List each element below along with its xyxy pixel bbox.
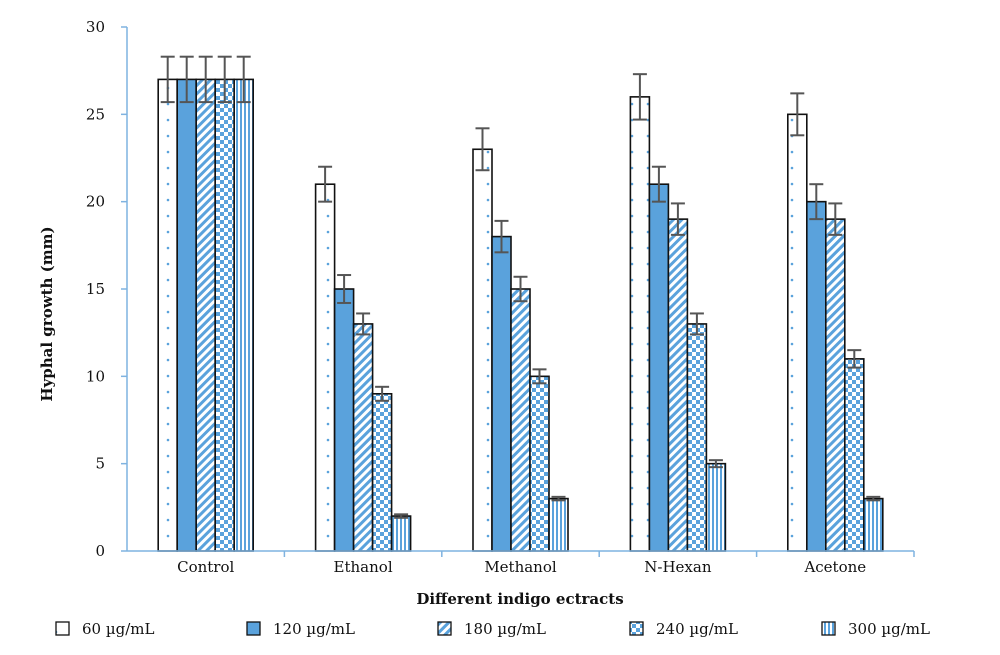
bar: [491, 235, 512, 552]
bar: [705, 462, 727, 552]
y-tick-label: 5: [95, 455, 105, 473]
bar: [371, 392, 393, 552]
x-tick-label: Methanol: [484, 558, 557, 576]
bar: [157, 78, 178, 552]
bar: [786, 113, 808, 552]
legend: 60 µg/mL 120 µg/mL 180 µg/mL 240 µg/mL 300 µ…: [55, 620, 930, 638]
legend-swatch: [629, 621, 644, 636]
bar: [629, 96, 651, 552]
bar: [333, 288, 355, 552]
bar: [529, 375, 550, 552]
y-tick-label: 25: [86, 105, 105, 123]
y-tick-label: 15: [86, 280, 105, 298]
y-tick-label: 0: [95, 542, 105, 560]
y-tick-label: 30: [86, 18, 105, 36]
x-tick-label: N-Hexan: [644, 558, 712, 576]
plot-area: 0 5 10 15 20 25 30 Control Ethanol Methanol N-Hex…: [86, 18, 915, 576]
error-bars: [160, 55, 881, 519]
error-bar: [708, 459, 723, 469]
bar: [667, 218, 689, 552]
legend-swatch: [246, 621, 261, 636]
error-bar: [394, 513, 409, 519]
bar: [352, 323, 374, 552]
legend-item: 180 µg/mL: [437, 620, 546, 638]
bar: [472, 148, 493, 552]
y-tick-label: 10: [86, 367, 105, 385]
error-bar: [790, 92, 805, 137]
bars: [157, 78, 884, 552]
error-bar: [475, 127, 490, 172]
bar: [824, 218, 846, 552]
legend-item: 120 µg/mL: [246, 620, 355, 638]
error-bar: [318, 165, 333, 203]
x-axis-title: Different indigo ectracts: [416, 590, 623, 608]
legend-label: 300 µg/mL: [848, 620, 930, 638]
bar: [648, 183, 670, 552]
error-bar: [828, 202, 843, 236]
bar: [390, 515, 412, 552]
error-bar: [494, 219, 509, 254]
bar: [233, 78, 254, 552]
y-axis-title: Hyphal growth (mm): [38, 226, 56, 401]
legend-label: 240 µg/mL: [656, 620, 738, 638]
legend-item: 240 µg/mL: [629, 620, 738, 638]
legend-label: 120 µg/mL: [273, 620, 355, 638]
legend-swatch: [55, 621, 70, 636]
error-bar: [651, 165, 666, 203]
legend-swatch: [437, 621, 452, 636]
error-bar: [809, 183, 824, 221]
error-bar: [179, 55, 194, 104]
bar: [805, 200, 827, 552]
error-bar: [198, 55, 213, 104]
bar: [195, 78, 216, 552]
error-bar: [847, 349, 862, 369]
bar: [214, 78, 235, 552]
bar: [314, 183, 336, 552]
error-bar: [513, 275, 528, 303]
x-axis-ticks: Control Ethanol Methanol N-Hexan Acetone: [177, 551, 915, 576]
error-bar: [160, 55, 175, 104]
legend-swatch: [821, 621, 836, 636]
error-bar: [532, 368, 547, 385]
error-bar: [632, 73, 647, 121]
error-bar: [375, 385, 390, 402]
error-bar: [866, 495, 881, 502]
legend-label: 60 µg/mL: [82, 620, 154, 638]
error-bar: [356, 312, 371, 336]
x-tick-label: Ethanol: [334, 558, 393, 576]
bar: [510, 288, 531, 552]
error-bar: [670, 202, 685, 236]
x-tick-label: Control: [177, 558, 234, 576]
error-bar: [551, 495, 566, 502]
y-axis-ticks: 0 5 10 15 20 25 30: [86, 18, 127, 560]
bar: [176, 78, 197, 552]
y-tick-label: 20: [86, 193, 105, 211]
bar: [686, 323, 708, 552]
legend-label: 180 µg/mL: [464, 620, 546, 638]
error-bar: [689, 312, 704, 336]
legend-item: 60 µg/mL: [55, 620, 154, 638]
bar: [862, 497, 884, 552]
bar: [548, 497, 569, 552]
error-bar: [337, 274, 352, 304]
error-bar: [236, 55, 251, 104]
legend-item: 300 µg/mL: [821, 620, 930, 638]
error-bar: [217, 55, 232, 104]
x-tick-label: Acetone: [803, 558, 866, 576]
bar: [843, 358, 865, 552]
